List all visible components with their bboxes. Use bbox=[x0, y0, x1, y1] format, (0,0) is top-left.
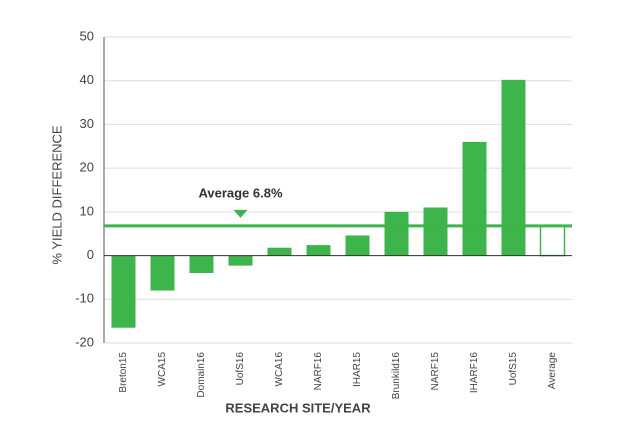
y-tick-label: 20 bbox=[80, 160, 94, 175]
y-tick-label: 0 bbox=[87, 247, 94, 262]
x-tick-label: WCA16 bbox=[274, 352, 285, 387]
y-tick-label: 30 bbox=[80, 116, 94, 131]
x-tick-label: Average bbox=[547, 352, 558, 390]
x-tick-label: UofS15 bbox=[508, 352, 519, 386]
y-tick-label: -10 bbox=[75, 291, 94, 306]
bar bbox=[539, 225, 566, 257]
x-tick-label: NARF15 bbox=[430, 352, 441, 391]
bar bbox=[345, 235, 370, 256]
bar bbox=[384, 211, 409, 256]
bar bbox=[501, 79, 526, 256]
average-arrow bbox=[233, 209, 248, 218]
x-tick-label: Breton15 bbox=[118, 352, 129, 393]
y-tick-label: 40 bbox=[80, 72, 94, 87]
y-tick-label: 10 bbox=[80, 203, 94, 218]
y-axis-label: % YIELD DIFFERENCE bbox=[49, 125, 64, 265]
x-tick-label: IHAR15 bbox=[352, 352, 363, 387]
y-tick-label: -20 bbox=[75, 334, 94, 349]
x-axis-label: RESEARCH SITE/YEAR bbox=[225, 400, 371, 415]
x-tick-label: IHARF16 bbox=[469, 352, 480, 394]
bar bbox=[228, 255, 253, 266]
bar bbox=[306, 245, 331, 256]
x-tick-label: WCA15 bbox=[157, 352, 168, 387]
y-tick-label: 50 bbox=[80, 28, 94, 43]
bar bbox=[267, 247, 292, 256]
bar bbox=[111, 255, 136, 328]
x-tick-label: UofS16 bbox=[235, 352, 246, 386]
x-tick-label: Brunkild16 bbox=[391, 352, 402, 400]
annotation: Average 6.8% bbox=[198, 185, 283, 200]
bar bbox=[462, 141, 487, 256]
x-tick-label: NARF16 bbox=[313, 352, 324, 391]
bar bbox=[189, 255, 214, 274]
x-tick-label: Domain16 bbox=[196, 352, 207, 398]
bar bbox=[423, 207, 448, 256]
bar bbox=[150, 255, 175, 291]
